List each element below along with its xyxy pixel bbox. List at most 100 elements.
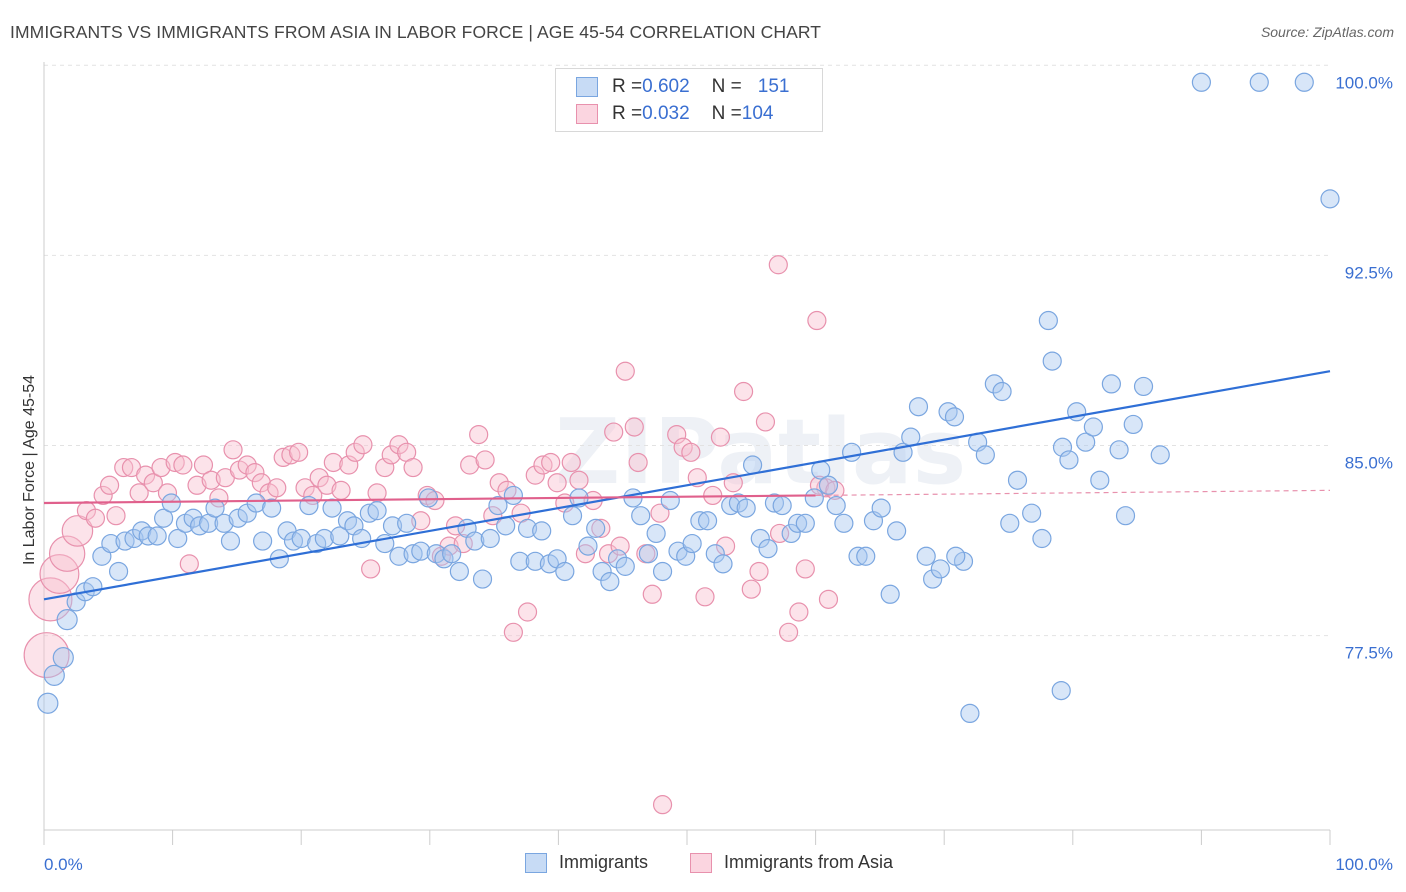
point-asia [381, 445, 401, 465]
point-asia [807, 310, 827, 331]
legend-row-immigrants: R = 0.602 N = 151 [576, 75, 789, 99]
point-immigrants [214, 513, 234, 533]
point-immigrants [578, 536, 598, 556]
point-immigrants [367, 501, 387, 521]
point-immigrants [480, 528, 500, 549]
point-immigrants [449, 561, 469, 582]
point-immigrants [944, 407, 965, 427]
legend-n-label: N = [711, 103, 742, 124]
point-immigrants [871, 498, 891, 518]
point-immigrants [842, 442, 862, 462]
point-asia [624, 417, 644, 437]
point-immigrants [1022, 503, 1042, 523]
source-label: Source: ZipAtlas.com [1260, 24, 1394, 40]
point-immigrants [1007, 470, 1028, 490]
point-asia [165, 452, 185, 473]
point-asia [610, 536, 630, 556]
point-immigrants [503, 485, 523, 506]
point-immigrants [411, 541, 431, 561]
point-asia [223, 440, 243, 460]
point-immigrants [262, 498, 282, 518]
point-asia [733, 381, 754, 402]
point-asia [741, 579, 761, 599]
point-asia [93, 485, 113, 506]
point-immigrants [359, 503, 379, 523]
point-immigrants [676, 546, 696, 566]
point-asia [323, 452, 343, 473]
point-asia [825, 480, 845, 500]
point-immigrants [168, 528, 188, 549]
bottom-legend-swatch-immigrants [525, 852, 547, 873]
point-asia [309, 468, 329, 488]
point-immigrants [1150, 445, 1170, 465]
point-asia [628, 452, 648, 473]
point-asia [755, 412, 776, 432]
legend-n-value: 151 [757, 76, 790, 97]
point-asia [331, 480, 351, 500]
point-asia [533, 455, 553, 475]
point-asia [547, 473, 567, 493]
point-immigrants [960, 703, 980, 724]
point-asia [361, 559, 381, 579]
point-asia [179, 554, 199, 574]
point-immigrants [147, 526, 167, 546]
point-asia [768, 255, 788, 275]
point-immigrants [607, 549, 628, 569]
point-asia [650, 503, 670, 523]
point-asia [135, 465, 156, 485]
point-asia [598, 544, 619, 564]
point-immigrants [1083, 417, 1103, 437]
point-immigrants [908, 397, 929, 417]
point-asia [389, 435, 409, 455]
point-immigrants [1115, 506, 1136, 526]
legend-r-label: R = [612, 76, 643, 97]
point-immigrants [1191, 72, 1212, 92]
point-immigrants [442, 544, 462, 564]
point-immigrants [517, 518, 538, 538]
trendline-asia-extension [815, 489, 1331, 497]
point-immigrants [946, 546, 966, 566]
bottom-legend-asia: Immigrants from Asia [690, 852, 893, 873]
point-asia [403, 457, 423, 478]
bottom-legend-swatch-asia [690, 852, 712, 873]
trendline-asia [43, 494, 816, 505]
point-immigrants [1051, 680, 1071, 701]
point-asia [575, 544, 596, 564]
point-asia [61, 515, 94, 547]
point-immigrants [660, 490, 680, 511]
point-asia [187, 475, 207, 495]
watermark: ZIPatlas [555, 400, 967, 505]
point-immigrants [848, 546, 868, 566]
point-immigrants [930, 559, 950, 579]
point-asia [85, 508, 106, 528]
point-immigrants [532, 521, 552, 541]
point-immigrants [615, 556, 635, 576]
point-immigrants [83, 577, 103, 597]
point-immigrants [1101, 374, 1121, 394]
trendline-immigrants [43, 370, 1331, 601]
point-asia [151, 457, 171, 478]
point-immigrants [246, 493, 266, 513]
point-immigrants [1000, 513, 1020, 533]
legend-n-label: N = [711, 76, 742, 97]
point-immigrants [1090, 470, 1110, 490]
chart-title: IMMIGRANTS VS IMMIGRANTS FROM ASIA IN LA… [10, 22, 822, 42]
point-immigrants [646, 523, 666, 544]
x-tick-label: 0.0% [44, 855, 83, 874]
point-immigrants [314, 528, 334, 549]
point-immigrants [108, 561, 129, 582]
point-asia [281, 445, 301, 465]
point-asia [251, 473, 271, 493]
point-immigrants [1052, 437, 1073, 457]
point-asia [237, 455, 257, 475]
point-immigrants [43, 664, 65, 686]
point-asia [778, 622, 799, 642]
point-asia [489, 473, 509, 493]
point-immigrants [253, 531, 273, 551]
bottom-legend-label-asia: Immigrants from Asia [724, 852, 894, 872]
point-asia [339, 455, 359, 475]
point-asia [749, 561, 769, 582]
point-immigrants [818, 475, 839, 495]
point-asia [710, 427, 731, 447]
point-immigrants [161, 493, 181, 513]
